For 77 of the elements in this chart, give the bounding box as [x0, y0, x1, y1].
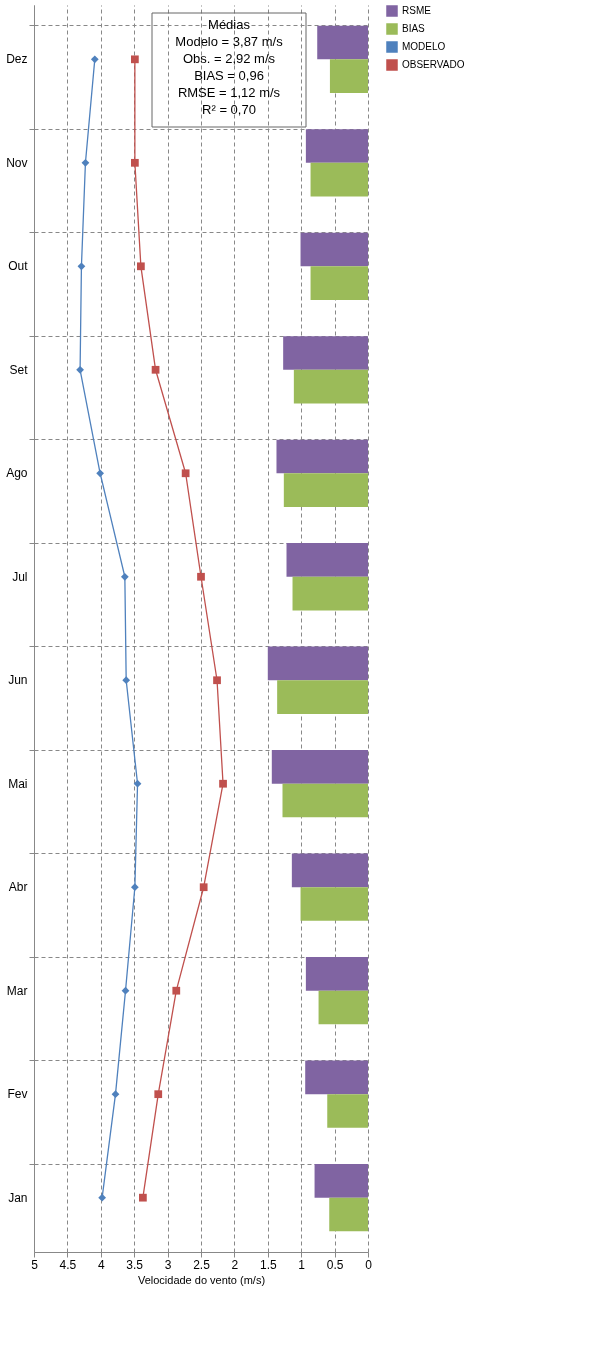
point	[130, 158, 139, 167]
bar	[283, 473, 368, 507]
x-tick-label: 3.5	[126, 1257, 144, 1272]
point	[77, 262, 86, 271]
point	[130, 55, 139, 64]
point	[213, 676, 221, 685]
bar	[327, 1094, 368, 1128]
bar	[276, 439, 368, 474]
x-axis-title: Velocidade do vento (m/s)	[137, 1273, 266, 1286]
y-tick-label: Nov	[6, 155, 28, 170]
point	[219, 779, 227, 788]
y-tick-label: Jan	[8, 1190, 28, 1205]
point	[120, 572, 129, 581]
bar	[310, 266, 368, 300]
x-tick-label: 2.5	[193, 1257, 211, 1272]
point	[76, 365, 84, 374]
point	[197, 572, 205, 581]
x-tick-label: 3	[164, 1257, 172, 1272]
y-tick-label: Abr	[8, 880, 28, 895]
x-tick-label: 1.5	[259, 1257, 277, 1272]
point	[130, 883, 139, 892]
y-tick-label: Set	[9, 362, 29, 377]
bar	[267, 646, 368, 681]
point	[181, 469, 190, 478]
bar	[310, 162, 368, 197]
x-tick-label: 5	[31, 1257, 39, 1272]
bar	[329, 1197, 368, 1232]
bar	[305, 129, 368, 163]
y-tick-label: Mar	[6, 983, 28, 998]
x-tick-label: 4.5	[59, 1257, 77, 1272]
bar	[291, 853, 368, 888]
y-tick-label: Jul	[12, 569, 28, 584]
bar	[305, 1060, 368, 1095]
point	[90, 55, 99, 64]
bar	[283, 336, 368, 370]
point	[199, 883, 208, 892]
y-tick-label: Fev	[7, 1087, 28, 1102]
y-tick-label: Ago	[6, 466, 28, 481]
x-tick-label: 4	[97, 1257, 105, 1272]
x-tick-label: 2	[231, 1257, 239, 1272]
bar	[293, 369, 368, 404]
legend-label: BIAS	[402, 23, 426, 34]
bar	[318, 990, 368, 1025]
point	[139, 1193, 147, 1202]
y-tick-label: Mai	[8, 776, 28, 791]
bar	[317, 25, 368, 60]
point	[133, 779, 142, 788]
point	[121, 986, 130, 995]
bar	[286, 543, 368, 577]
bar	[300, 232, 368, 267]
point	[96, 469, 105, 478]
bar	[329, 59, 368, 93]
bar	[305, 957, 368, 991]
bar	[277, 680, 368, 714]
point	[81, 158, 90, 167]
point	[122, 676, 131, 685]
bar	[300, 887, 368, 921]
y-tick-label: Jun	[8, 673, 28, 688]
point	[154, 1090, 163, 1099]
x-tick-label: 0.5	[326, 1257, 344, 1272]
bar	[282, 783, 368, 818]
point	[111, 1090, 120, 1099]
point	[98, 1193, 107, 1202]
y-tick-label: Out	[8, 259, 29, 274]
legend-label: MODELO	[402, 41, 446, 52]
bar	[271, 750, 368, 784]
legend-label: OBSERVADO	[402, 59, 465, 70]
legend-label: RSME	[402, 5, 432, 16]
x-tick-label: 1	[298, 1257, 306, 1272]
x-tick-label: 0	[365, 1257, 373, 1272]
point	[172, 986, 181, 995]
point	[137, 262, 145, 271]
y-tick-label: Dez	[6, 52, 28, 67]
point	[151, 365, 160, 374]
bar	[292, 576, 368, 611]
annotation: Médias Modelo = 3,87 m/s Obs. = 2,92 m/s BIAS = 0,96 RMSE = 1,12 m/s R² = 0,70	[175, 17, 284, 117]
bar	[314, 1164, 368, 1198]
